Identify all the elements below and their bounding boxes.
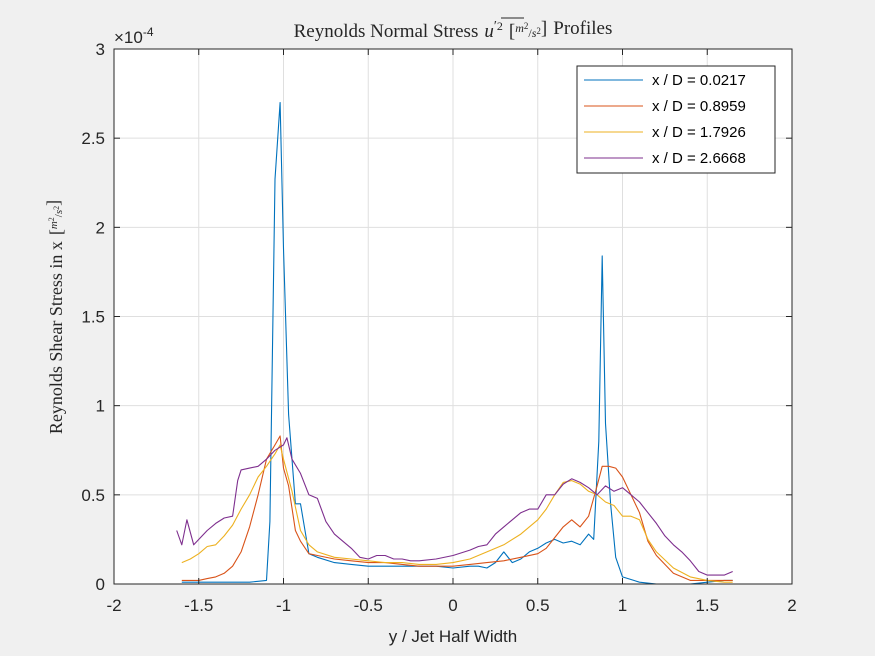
- series-line-2: [181, 435, 733, 581]
- legend: x / D = 0.0217 x / D = 0.8959 x / D = 1.79…: [576, 65, 776, 174]
- series-line-1: [181, 101, 733, 585]
- y-tick-label: 3: [96, 40, 105, 59]
- legend-label-4: x / D = 2.6668: [652, 150, 746, 167]
- x-tick-labels: -2 -1.5 -1 -0.5 0 0.5 1 1.5 2: [106, 596, 796, 615]
- x-tick-label: 0.5: [526, 596, 550, 615]
- ticks: [113, 48, 793, 585]
- legend-label-2: x / D = 0.8959: [652, 98, 746, 115]
- series-line-3: [181, 444, 733, 583]
- x-tick-label: -1.5: [184, 596, 213, 615]
- x-tick-label: -1: [276, 596, 291, 615]
- legend-label-1: x / D = 0.0217: [652, 72, 746, 89]
- x-tick-label: 1: [618, 596, 627, 615]
- y-axis-label: Reynolds Shear Stress in x[m2/s2]: [43, 200, 66, 434]
- x-tick-label: -0.5: [354, 596, 383, 615]
- y-tick-label: 2.5: [81, 129, 105, 148]
- y-tick-label: 0.5: [81, 486, 105, 505]
- x-tick-label: -2: [106, 596, 121, 615]
- series-layer: [176, 101, 733, 585]
- svg-text:Reynolds Shear Stress in x[m2/: Reynolds Shear Stress in x[m2/s2]: [43, 200, 66, 434]
- title-variable: u: [484, 21, 494, 42]
- y-tick-label: 0: [96, 575, 105, 594]
- y-multiplier: ×10-4: [114, 25, 154, 47]
- legend-box: [576, 65, 776, 174]
- y-tick-label: 1.5: [81, 308, 105, 327]
- y-tick-label: 2: [96, 218, 105, 237]
- x-tick-label: 2: [787, 596, 796, 615]
- chart-title: Reynolds Normal Stress u′2 [m2/s2] Profiles: [294, 18, 613, 42]
- legend-label-3: x / D = 1.7926: [652, 124, 746, 141]
- y-tick-labels: 0 0.5 1 1.5 2 2.5 3: [81, 40, 105, 594]
- series-line-4: [176, 437, 733, 576]
- x-axis-label: y / Jet Half Width: [389, 627, 517, 646]
- y-tick-label: 1: [96, 397, 105, 416]
- x-tick-label: 0: [448, 596, 457, 615]
- x-tick-label: 1.5: [695, 596, 719, 615]
